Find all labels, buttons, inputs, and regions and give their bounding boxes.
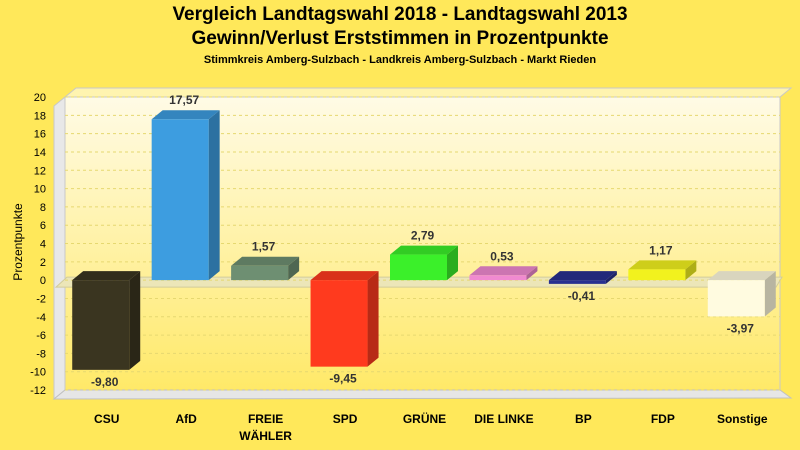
bar-bp: -0,41: [548, 271, 617, 303]
y-tick-label: 18: [34, 110, 46, 122]
y-tick-label: -10: [30, 367, 46, 379]
data-label: 17,57: [169, 93, 199, 107]
y-tick-label: -8: [36, 348, 46, 360]
data-label: -9,80: [91, 375, 119, 389]
data-label: 2,79: [411, 229, 435, 243]
x-tick-label: Sonstige: [717, 412, 768, 426]
bar-sonstige: -3,97: [707, 271, 776, 335]
y-axis-label: Prozentpunkte: [11, 203, 25, 281]
y-tick-label: -6: [36, 330, 46, 342]
y-tick-label: 2: [40, 257, 46, 269]
y-tick-label: 12: [34, 165, 46, 177]
x-tick-label: SPD: [333, 412, 358, 426]
x-tick-label: BP: [575, 412, 592, 426]
chart-title: Vergleich Landtagswahl 2018 - Landtagswa…: [172, 4, 628, 25]
y-tick-label: 10: [34, 184, 46, 196]
chart-subtitle: Gewinn/Verlust Erststimmen in Prozentpun…: [191, 28, 609, 49]
bar-freie-wähler: 1,57: [231, 240, 300, 281]
x-tick-label: DIE LINKE: [474, 412, 533, 426]
y-tick-label: 14: [34, 147, 46, 159]
x-tick-label: FREIE: [248, 412, 283, 426]
y-tick-label: 4: [40, 239, 46, 251]
x-tick-label: AfD: [176, 412, 198, 426]
data-label: 1,17: [649, 243, 673, 257]
y-tick-label: -12: [30, 385, 46, 397]
y-tick-label: 8: [40, 202, 46, 214]
y-tick-label: 0: [40, 275, 46, 287]
y-tick-label: 16: [34, 129, 46, 141]
data-label: -9,45: [329, 372, 357, 386]
chart-subsubtitle: Stimmkreis Amberg-Sulzbach - Landkreis A…: [203, 54, 597, 66]
x-tick-label: FDP: [651, 412, 675, 426]
bar-afd: 17,57: [151, 93, 220, 281]
y-tick-label: 20: [34, 92, 46, 104]
bar-fdp: 1,17: [628, 243, 697, 281]
x-tick-label: GRÜNE: [403, 411, 446, 426]
y-tick-label: 6: [40, 220, 46, 232]
bar-spd: -9,45: [310, 271, 379, 386]
data-label: -0,41: [568, 289, 596, 303]
bar-grüne: 2,79: [390, 229, 458, 281]
bar-die-linke: 0,53: [469, 249, 538, 281]
x-tick-label: CSU: [94, 412, 119, 426]
data-label: 1,57: [252, 240, 276, 254]
data-label: -3,97: [727, 321, 755, 335]
data-label: 0,53: [490, 249, 514, 263]
y-tick-label: -4: [36, 312, 46, 324]
bar-csu: -9,80: [72, 271, 141, 389]
x-tick-label: WÄHLER: [239, 428, 292, 443]
y-tick-label: -2: [36, 293, 46, 305]
